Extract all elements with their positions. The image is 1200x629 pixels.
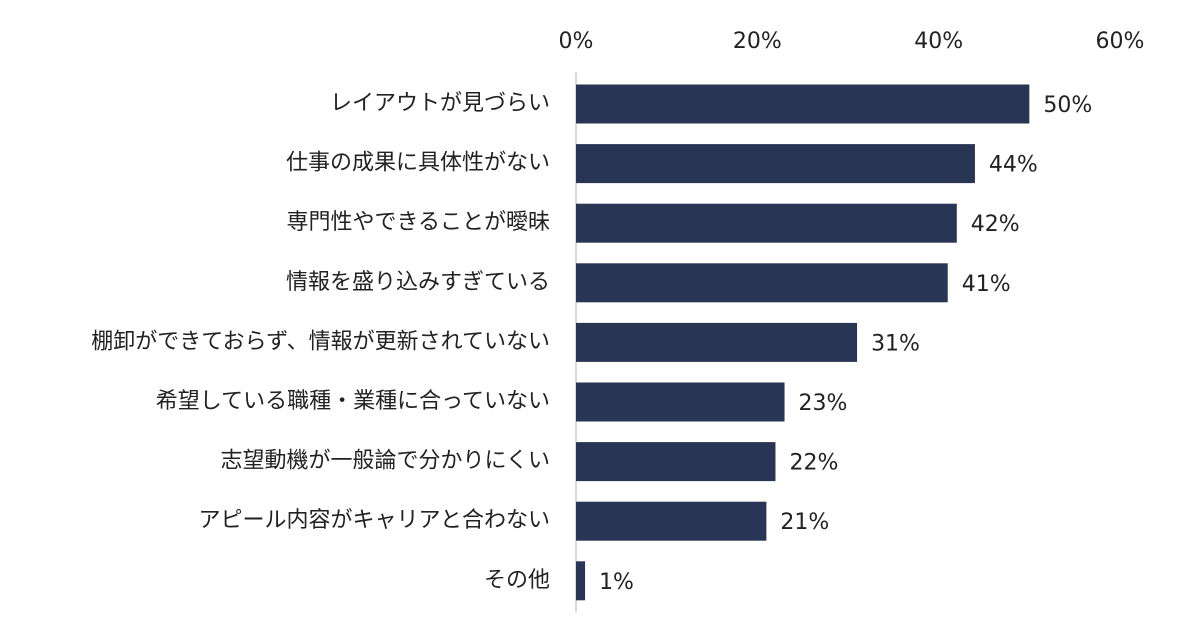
x-tick-label: 20% [733, 29, 782, 54]
bar [576, 561, 586, 601]
bar [576, 382, 785, 422]
category-label: 専門性やできることが曖昧 [286, 210, 550, 235]
category-label: 志望動機が一般論で分かりにくい [220, 449, 550, 474]
bar [576, 263, 948, 303]
bars-group [576, 84, 1030, 601]
bar [576, 203, 957, 243]
x-tick-label: 40% [914, 29, 963, 54]
data-label: 22% [789, 451, 838, 476]
data-label: 23% [799, 391, 848, 416]
category-label: アピール内容がキャリアと合わない [198, 508, 550, 533]
bar [576, 84, 1030, 124]
category-label: 仕事の成果に具体性がない [286, 151, 550, 176]
data-label: 21% [780, 510, 829, 535]
data-label: 42% [971, 212, 1020, 237]
data-labels: 50% 44% 42% 41% 31% 23% 22% 21% 1% [599, 93, 1092, 595]
bar [576, 144, 975, 184]
data-label: 1% [599, 570, 634, 595]
category-label: 棚卸ができておらず、情報が更新されていない [91, 329, 550, 354]
data-label: 31% [871, 331, 920, 356]
x-tick-label: 60% [1096, 29, 1145, 54]
data-label: 41% [962, 272, 1011, 297]
bar [576, 442, 776, 482]
category-label: その他 [484, 568, 550, 593]
data-label: 44% [989, 153, 1038, 178]
category-label: 希望している職種・業種に合っていない [156, 389, 550, 414]
data-label: 50% [1043, 93, 1092, 118]
x-axis-ticks: 0% 20% 40% 60% [559, 29, 1145, 54]
bar [576, 501, 767, 541]
category-labels: レイアウトが見づらい仕事の成果に具体性がない専門性やできることが曖昧情報を盛り込… [91, 91, 550, 593]
bar [576, 322, 858, 362]
category-label: 情報を盛り込みすぎている [286, 270, 550, 295]
category-label: レイアウトが見づらい [330, 91, 550, 116]
x-tick-label: 0% [559, 29, 594, 54]
